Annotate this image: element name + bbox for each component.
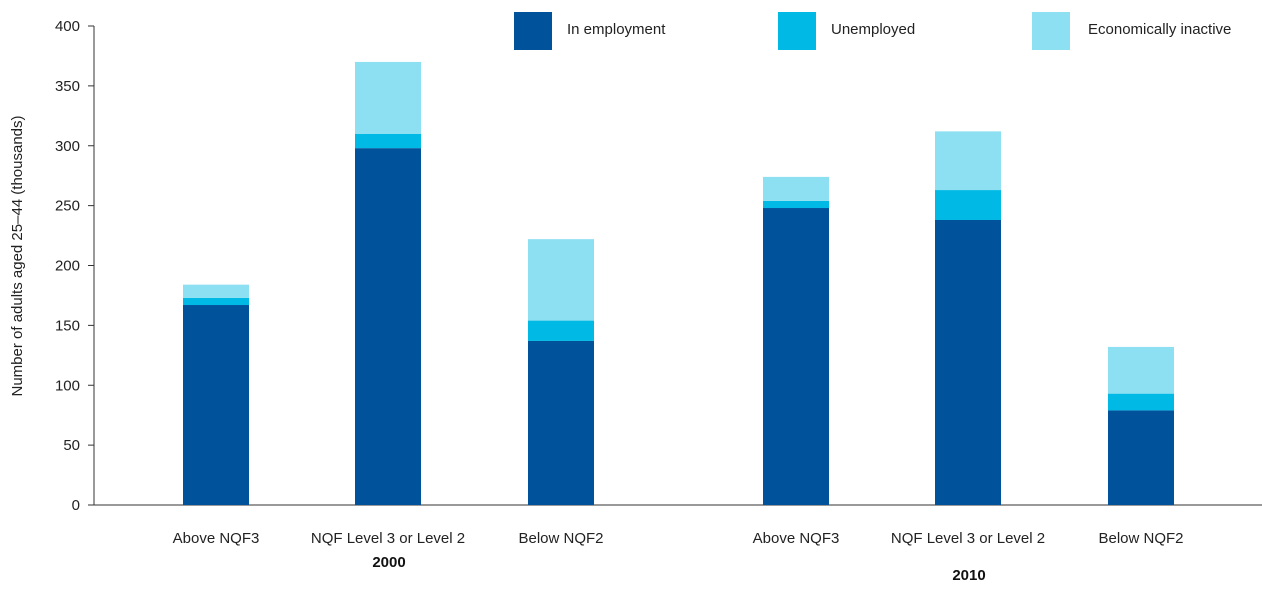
bar-segment-in-employment <box>528 340 594 505</box>
x-category-label: NQF Level 3 or Level 2 <box>311 530 465 547</box>
bar-segment-unemployed <box>935 190 1001 220</box>
bar-segment-economically-inactive <box>763 176 829 201</box>
legend: In employment Unemployed Economically inac… <box>514 12 1231 50</box>
x-category-label: NQF Level 3 or Level 2 <box>891 530 1045 547</box>
y-tick-label: 350 <box>55 78 80 95</box>
bar-segment-in-employment <box>1108 410 1174 505</box>
legend-item: Economically inactive <box>1032 12 1231 50</box>
y-tick-label: 100 <box>55 377 80 394</box>
y-tick-label: 250 <box>55 198 80 215</box>
bar-segment-in-employment <box>935 219 1001 505</box>
bar-segment-in-employment <box>183 305 249 505</box>
y-tick-label: 200 <box>55 258 80 275</box>
legend-label: Unemployed <box>831 21 915 38</box>
legend-swatch <box>1032 12 1070 50</box>
x-category-label: Above NQF3 <box>753 530 840 547</box>
bar-segment-unemployed <box>355 133 421 149</box>
legend-label: Economically inactive <box>1088 21 1231 38</box>
bar-segment-economically-inactive <box>355 61 421 134</box>
legend-item: Unemployed <box>778 12 915 50</box>
bar-segment-economically-inactive <box>1108 346 1174 394</box>
y-tick-label: 300 <box>55 138 80 155</box>
bar-segment-in-employment <box>355 148 421 505</box>
y-axis-title: Number of adults aged 25–44 (thousands) <box>9 115 26 396</box>
legend-swatch <box>514 12 552 50</box>
x-group-label: 2010 <box>952 567 985 584</box>
bar-segment-economically-inactive <box>935 131 1001 191</box>
bar-segment-economically-inactive <box>528 239 594 321</box>
bar-segment-unemployed <box>183 297 249 306</box>
y-tick-label: 0 <box>72 497 80 514</box>
legend-item: In employment <box>514 12 666 50</box>
x-group-label: 2000 <box>372 554 405 571</box>
bar-segment-unemployed <box>1108 393 1174 411</box>
y-tick-label: 150 <box>55 317 80 334</box>
bar-segment-in-employment <box>763 208 829 505</box>
legend-label: In employment <box>567 21 666 38</box>
y-tick-label: 50 <box>63 437 80 454</box>
bar-segment-unemployed <box>528 320 594 341</box>
x-category-label: Below NQF2 <box>1098 530 1183 547</box>
x-category-label: Below NQF2 <box>518 530 603 547</box>
y-tick-label: 400 <box>55 18 80 35</box>
x-category-label: Above NQF3 <box>173 530 260 547</box>
y-axis-title-group: Number of adults aged 25–44 (thousands) <box>9 115 26 396</box>
plot-area: 0 50 100 150 200 250 300 350 400 Above NQF3 NQF Le… <box>55 18 1262 584</box>
legend-swatch <box>778 12 816 50</box>
bar-segment-unemployed <box>763 200 829 209</box>
bar-segment-economically-inactive <box>183 284 249 298</box>
